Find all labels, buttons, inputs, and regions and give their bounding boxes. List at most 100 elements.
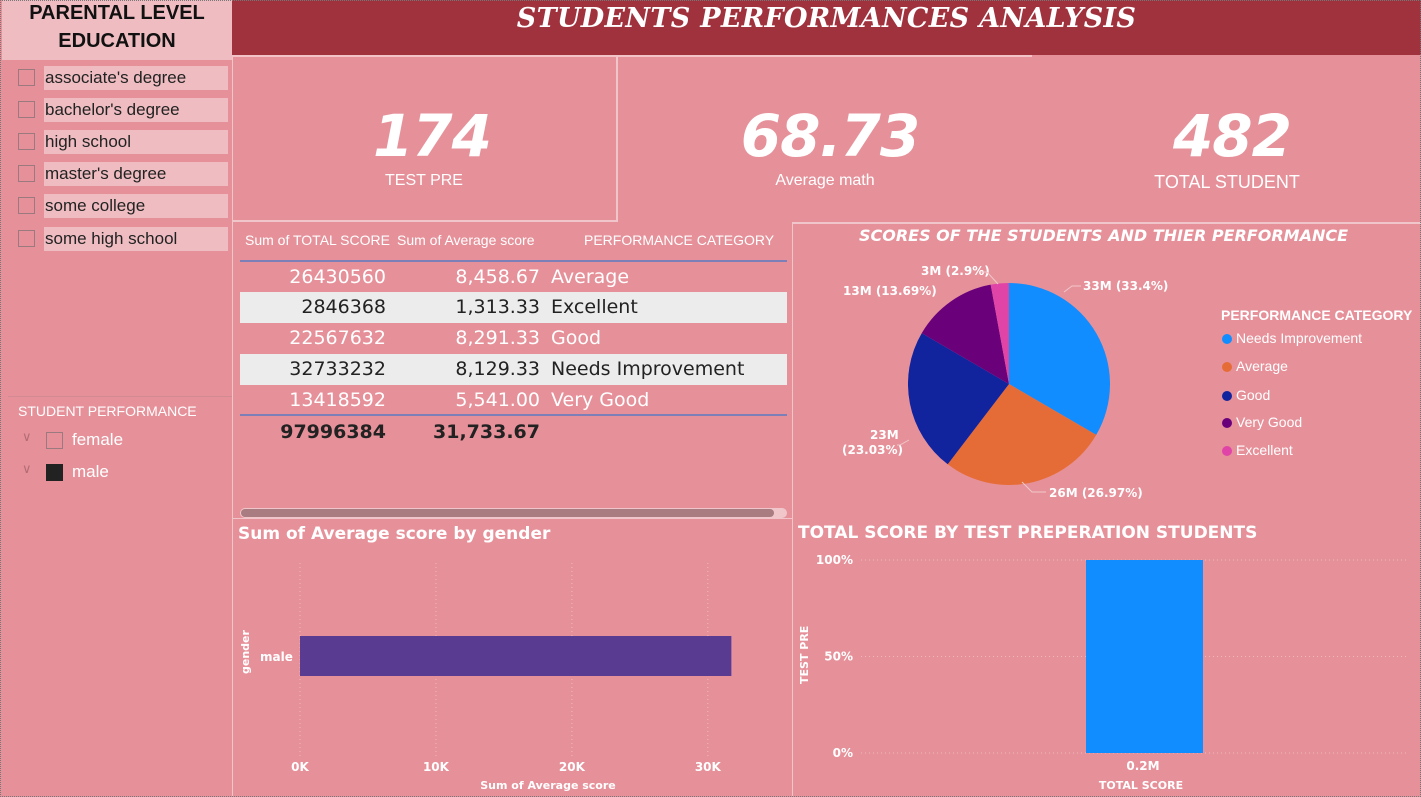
checkbox[interactable]: [18, 101, 35, 118]
section-divider: [232, 518, 792, 519]
cell-category: Good: [551, 327, 602, 349]
table-row[interactable]: 13418592 5,541.00 Very Good: [240, 385, 787, 416]
checkbox-checked[interactable]: [46, 464, 63, 481]
legend-dot: [1222, 446, 1232, 456]
table-scrollbar[interactable]: [240, 508, 787, 518]
gender-bar-chart[interactable]: 0K 10K 20K 30K male gender Sum of Average s…: [232, 548, 792, 797]
checkbox[interactable]: [18, 165, 35, 182]
cell-category: Average: [551, 266, 630, 288]
pie-slice-very-good[interactable]: [921, 284, 1009, 384]
pie-chart[interactable]: 33M (33.4%) 26M (26.97%) 23M (23.03%) 13…: [796, 250, 1216, 510]
bar-male[interactable]: [300, 636, 732, 676]
legend-dot: [1222, 362, 1232, 372]
pie-leader-good: [897, 439, 910, 446]
card-value-total-student: 482: [1172, 102, 1292, 170]
card-label-test-pre: TEST PRE: [385, 172, 463, 189]
pie-leader-average: [1021, 481, 1046, 493]
pie-leader-excellent: [980, 271, 999, 285]
legend-label: Good: [1236, 387, 1271, 403]
card-value-test-pre: 174: [372, 102, 492, 170]
total-total-score: 97996384: [280, 421, 386, 443]
card-label-total-student: TOTAL STUDENT: [1154, 172, 1300, 192]
cell-category: Excellent: [551, 296, 638, 318]
checkbox[interactable]: [46, 432, 63, 449]
title-underline: [232, 55, 1032, 57]
checkbox[interactable]: [18, 69, 35, 86]
pie-chart-title: SCORES OF THE STUDENTS AND THIER PERFORM…: [858, 226, 1349, 245]
pie-label-excellent: 3M (2.9%): [921, 264, 990, 278]
legend-label: Very Good: [1236, 414, 1303, 430]
card-divider: [616, 57, 618, 222]
slicer-item-label: bachelor's degree: [44, 98, 228, 122]
slicer-item-label: some college: [44, 194, 228, 218]
slicer-divider: [8, 396, 232, 397]
pie-slice-excellent[interactable]: [990, 283, 1009, 384]
gender-chart-title: Sum of Average score by gender: [238, 524, 551, 544]
table-header-average-score[interactable]: Sum of Average score: [397, 232, 535, 248]
table-row[interactable]: 22567632 8,291.33 Good: [240, 323, 787, 354]
gender-y-axis-label: gender: [239, 630, 252, 675]
card-label-avg-math: Average math: [775, 172, 875, 189]
chevron-down-icon[interactable]: ∨: [22, 462, 32, 477]
gender-item-label: male: [72, 462, 109, 481]
legend-label: Needs Improvement: [1236, 330, 1363, 346]
slicer-item-label: master's degree: [44, 162, 228, 186]
pie-slice-average[interactable]: [947, 384, 1097, 485]
x-tick-label: 10K: [423, 760, 450, 774]
pie-legend-title: PERFORMANCE CATEGORY: [1221, 307, 1413, 323]
legend-label: Excellent: [1236, 442, 1293, 458]
y-tick-label: 100%: [816, 553, 853, 567]
table-total-row: 97996384 31,733.67: [240, 417, 787, 448]
cell-category: Needs Improvement: [551, 358, 745, 380]
gender-y-category: male: [260, 650, 293, 664]
table-row[interactable]: 2846368 1,313.33 Excellent: [240, 292, 787, 323]
cell-total-score: 2846368: [301, 296, 386, 318]
test-x-axis-label: TOTAL SCORE: [1099, 779, 1183, 792]
chevron-down-icon[interactable]: ∨: [22, 430, 32, 445]
x-tick-label: 20K: [559, 760, 586, 774]
checkbox[interactable]: [18, 230, 35, 247]
cell-average-score: 8,458.67: [455, 266, 540, 288]
test-x-category: 0.2M: [1126, 759, 1159, 773]
pie-label-very-good: 13M (13.69%): [843, 284, 937, 298]
scrollbar-thumb[interactable]: [241, 509, 774, 517]
y-tick-label: 0%: [833, 746, 853, 760]
table-header-performance-category[interactable]: PERFORMANCE CATEGORY: [584, 232, 775, 248]
x-tick-label: 30K: [695, 760, 722, 774]
gender-x-axis-label: Sum of Average score: [480, 779, 616, 792]
cell-average-score: 1,313.33: [455, 296, 540, 318]
table-header-line: [240, 260, 787, 262]
cell-average-score: 8,129.33: [455, 358, 540, 380]
title-bar: STUDENTS PERFORMANCES ANALYSIS: [232, 0, 1421, 55]
table-row[interactable]: 32733232 8,129.33 Needs Improvement: [240, 354, 787, 385]
pie-slice-good[interactable]: [908, 333, 1009, 465]
parental-slicer-title-line2: EDUCATION: [58, 30, 176, 52]
cell-average-score: 5,541.00: [455, 389, 540, 411]
pie-label-good-value: 23M: [870, 428, 899, 442]
table-header-total-score[interactable]: Sum of TOTAL SCORE: [245, 232, 390, 248]
card-divider: [792, 222, 1421, 224]
slicer-item-label: some high school: [44, 227, 228, 251]
legend-dot: [1222, 334, 1232, 344]
cell-total-score: 26430560: [289, 266, 386, 288]
bar-0.2M[interactable]: [1086, 560, 1203, 753]
cell-total-score: 13418592: [289, 389, 386, 411]
cell-total-score: 22567632: [289, 327, 386, 349]
x-tick-label: 0K: [291, 760, 309, 774]
slicer-item-label: high school: [44, 130, 228, 154]
checkbox[interactable]: [18, 197, 35, 214]
test-prep-bar-chart[interactable]: 100% 50% 0% 0.2M TEST PRE TOTAL SCORE: [793, 548, 1419, 797]
pie-leader-needs-improvement: [1063, 285, 1081, 293]
table-total-line: [240, 414, 787, 416]
legend-dot: [1222, 391, 1232, 401]
legend-label: Average: [1236, 358, 1288, 374]
total-average-score: 31,733.67: [433, 421, 540, 443]
pie-label-good-percent: (23.03%): [842, 443, 903, 457]
test-y-axis-label: TEST PRE: [798, 626, 811, 684]
checkbox[interactable]: [18, 133, 35, 150]
dashboard-title: STUDENTS PERFORMANCES ANALYSIS: [516, 3, 1137, 34]
pie-slice-needs-improvement[interactable]: [1009, 283, 1110, 435]
cell-category: Very Good: [551, 389, 650, 411]
gender-slicer-title: STUDENT PERFORMANCE: [18, 403, 197, 419]
table-row[interactable]: 26430560 8,458.67 Average: [240, 262, 787, 293]
